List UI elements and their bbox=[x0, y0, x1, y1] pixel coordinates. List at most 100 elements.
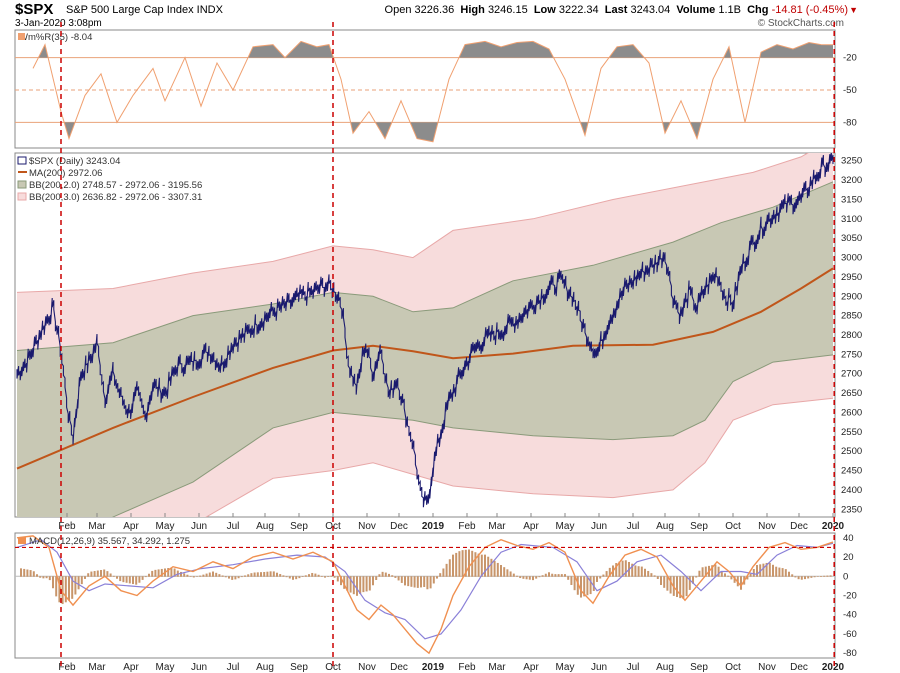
price-y-tick-label: 2700 bbox=[841, 369, 862, 380]
macd-histogram-bar bbox=[292, 576, 294, 580]
price-x-tick-label: Jul bbox=[227, 521, 240, 532]
ma200-line bbox=[16, 267, 834, 470]
price-x-tick-label: Dec bbox=[790, 521, 808, 532]
macd-histogram-bar bbox=[346, 576, 349, 591]
macd-histogram-bar bbox=[157, 569, 160, 577]
macd-histogram-bar bbox=[458, 551, 461, 577]
macd-histogram-bar bbox=[119, 576, 122, 582]
macd-histogram-bar bbox=[154, 569, 157, 577]
macd-histogram-bar bbox=[23, 568, 26, 577]
open-value: 3226.36 bbox=[414, 4, 455, 16]
macd-histogram-bar bbox=[685, 576, 688, 597]
macd-histogram-bar bbox=[490, 558, 493, 577]
bb2-band bbox=[17, 181, 833, 517]
price-y-tick-label: 3000 bbox=[841, 253, 862, 264]
macd-histogram-bar bbox=[445, 563, 448, 577]
macd-histogram-bar bbox=[138, 576, 141, 583]
macd-histogram-bar bbox=[173, 568, 176, 577]
macd-histogram-bar bbox=[228, 576, 230, 579]
macd-histogram-bar bbox=[663, 576, 666, 588]
macd-y-tick-label: -80 bbox=[843, 648, 857, 659]
macd-histogram-bar bbox=[442, 568, 445, 577]
macd-histogram-bar bbox=[666, 576, 669, 591]
macd-histogram-bar bbox=[125, 576, 128, 583]
down-arrow-icon: ▼ bbox=[849, 5, 858, 15]
price-y-tick-label: 3200 bbox=[841, 175, 862, 186]
price-y-tick-label: 2850 bbox=[841, 311, 862, 322]
macd-histogram-bar bbox=[557, 574, 560, 577]
bb2-lower-line bbox=[112, 354, 834, 517]
macd-histogram-bar bbox=[381, 571, 384, 577]
macd-histogram-bar bbox=[695, 576, 698, 578]
price-y-tick-label: 2800 bbox=[841, 330, 862, 341]
macd-histogram-bar bbox=[196, 576, 198, 577]
price-legend-swatch bbox=[17, 156, 27, 165]
price-x-tick-label: Jul bbox=[627, 521, 640, 532]
bb2-upper-line bbox=[16, 181, 834, 351]
macd-histogram-bar bbox=[762, 563, 765, 577]
macd-histogram-bar bbox=[64, 576, 67, 603]
macd-histogram-bar bbox=[573, 576, 576, 591]
macd-histogram-bar bbox=[301, 576, 304, 577]
price-y-tick-label: 3150 bbox=[841, 194, 862, 205]
macd-histogram-bar bbox=[32, 571, 35, 577]
macd-histogram-bar bbox=[324, 576, 326, 578]
macd-y-tick-label: 20 bbox=[843, 552, 854, 563]
macd-histogram-bar bbox=[103, 569, 106, 577]
macd-histogram-bar bbox=[410, 576, 413, 587]
macd-histogram-bar bbox=[656, 576, 659, 579]
macd-histogram-bar bbox=[317, 574, 320, 577]
ticker-description: S&P 500 Large Cap Index INDX bbox=[66, 4, 223, 16]
macd-legend: MACD(12,26,9) 35.567, 34.292, 1.275 bbox=[29, 536, 190, 547]
macd-histogram-bar bbox=[208, 572, 211, 577]
macd-histogram-bar bbox=[240, 576, 243, 578]
macd-histogram-bar bbox=[109, 573, 112, 577]
macd-histogram-bar bbox=[768, 562, 771, 577]
macd-histogram-bar bbox=[253, 572, 256, 577]
macd-histogram-bar bbox=[330, 575, 333, 577]
bb3-lower-line bbox=[205, 397, 834, 517]
macd-histogram-bar bbox=[349, 576, 352, 593]
macd-histogram-bar bbox=[727, 575, 730, 577]
macd-histogram-bar bbox=[106, 571, 109, 577]
macd-histogram-bar bbox=[420, 576, 422, 588]
macd-histogram-bar bbox=[698, 570, 701, 577]
last-value: 3243.04 bbox=[630, 4, 671, 16]
macd-histogram-bar bbox=[826, 575, 829, 577]
macd-histogram-bar bbox=[452, 554, 454, 577]
volume-label: Volume bbox=[676, 4, 716, 16]
macd-histogram-bar bbox=[122, 576, 125, 583]
bb3-upper-line bbox=[16, 153, 809, 293]
macd-histogram-bar bbox=[192, 576, 195, 578]
price-y-tick-label: 3100 bbox=[841, 214, 862, 225]
macd-histogram-bar bbox=[180, 571, 182, 577]
macd-signal-line bbox=[16, 539, 834, 640]
macd-histogram-bar bbox=[304, 575, 307, 577]
macd-histogram-bar bbox=[202, 574, 205, 577]
macd-x-tick-label: Jun bbox=[191, 662, 207, 673]
macd-histogram-bar bbox=[212, 571, 214, 577]
macd-histogram-bar bbox=[660, 576, 662, 585]
macd-histogram-bar bbox=[525, 576, 528, 580]
price-plot-area bbox=[16, 153, 834, 517]
macd-histogram-bar bbox=[813, 576, 816, 578]
macd-histogram-bar bbox=[784, 569, 787, 577]
price-legend-title: $SPX (Daily) 3243.04 bbox=[29, 156, 120, 167]
macd-histogram-bar bbox=[797, 576, 800, 580]
macd-histogram-bar bbox=[135, 576, 138, 585]
macd-histogram-bar bbox=[237, 576, 240, 579]
macd-x-tick-label: Dec bbox=[790, 662, 808, 673]
macd-histogram-bar bbox=[186, 574, 189, 577]
macd-histogram-bar bbox=[503, 567, 506, 577]
macd-x-tick-label: Apr bbox=[523, 662, 539, 673]
macd-histogram-bar bbox=[93, 571, 96, 577]
macd-histogram-bar bbox=[311, 572, 314, 577]
chart-header: $SPX S&P 500 Large Cap Index INDX 3-Jan-… bbox=[0, 0, 900, 30]
macd-histogram-bar bbox=[436, 576, 438, 579]
macd-histogram-bar bbox=[493, 560, 496, 577]
macd-x-tick-label: May bbox=[556, 662, 575, 673]
price-x-tick-label: May bbox=[556, 521, 575, 532]
macd-histogram-bar bbox=[234, 576, 237, 580]
macd-histogram-bar bbox=[285, 576, 288, 578]
macd-histogram-bar bbox=[816, 576, 819, 577]
